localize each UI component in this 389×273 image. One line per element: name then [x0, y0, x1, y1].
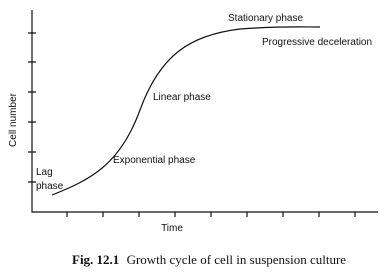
caption-number: Fig. 12.1: [72, 252, 119, 267]
exponential-label: Exponential phase: [113, 155, 196, 166]
x-axis-label: Time: [161, 223, 183, 234]
stationary-label: Stationary phase: [228, 13, 303, 24]
lag-label: phase: [36, 181, 64, 192]
caption: Fig. 12.1 Growth cycle of cell in suspen…: [72, 252, 346, 267]
y-axis-label: Cell number: [8, 92, 19, 147]
axes: [28, 10, 378, 217]
lag-label: Lag: [36, 167, 53, 178]
caption-text: Growth cycle of cell in suspension cultu…: [127, 252, 347, 267]
linear-label: Linear phase: [153, 92, 211, 103]
y-ticks: [28, 32, 36, 183]
growth-curve: [51, 26, 321, 196]
x-ticks: [66, 212, 356, 217]
deceleration-label: Progressive deceleration: [262, 37, 372, 48]
axis-lines: [31, 10, 378, 213]
